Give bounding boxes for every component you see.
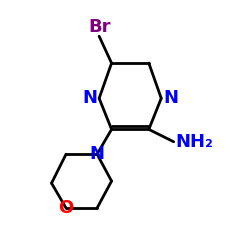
Text: N: N (82, 89, 97, 107)
Text: N: N (90, 145, 104, 163)
Text: N: N (163, 89, 178, 107)
Text: NH₂: NH₂ (176, 133, 214, 151)
Text: Br: Br (88, 18, 110, 36)
Text: O: O (58, 199, 74, 217)
